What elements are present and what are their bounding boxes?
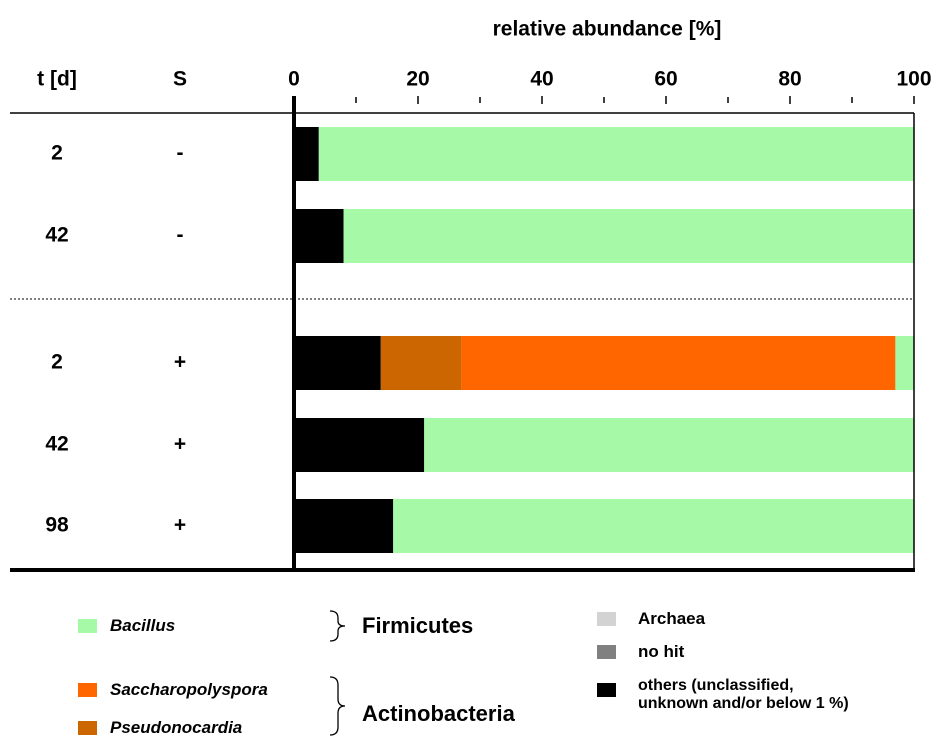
bar-segment — [380, 336, 462, 390]
legend-swatch — [78, 619, 97, 633]
legend-label: Pseudonocardia — [110, 718, 243, 737]
legend-group: Actinobacteria — [362, 701, 516, 726]
x-tick-label: 80 — [778, 68, 801, 91]
legend-swatch — [597, 683, 616, 697]
row-label: 98 — [45, 514, 69, 537]
chart-title: relative abundance [%] — [493, 18, 722, 41]
row-label: 2 — [51, 351, 63, 374]
legend-label: Archaea — [638, 609, 706, 628]
column-header: S — [173, 68, 187, 91]
bar-segment — [294, 499, 394, 553]
row-label: - — [177, 142, 184, 165]
column-header: t [d] — [37, 68, 77, 91]
bar-segment — [318, 127, 914, 181]
bar-segment — [895, 336, 914, 390]
row-label: + — [174, 514, 186, 537]
bar-segment — [294, 209, 344, 263]
legend-label: Bacillus — [110, 616, 176, 635]
legend-swatch — [597, 612, 616, 626]
brace — [329, 676, 346, 736]
row-label: + — [174, 351, 186, 374]
row-label: - — [177, 224, 184, 247]
x-tick-label: 0 — [288, 68, 300, 91]
bar-segment — [393, 499, 914, 553]
row-label: 2 — [51, 142, 63, 165]
legend-group: Firmicutes — [362, 613, 473, 638]
legend-label: others (unclassified, unknown and/or bel… — [638, 677, 849, 712]
bar-segment — [294, 336, 381, 390]
row-label: + — [174, 433, 186, 456]
x-tick-label: 20 — [406, 68, 429, 91]
legend-swatch — [597, 645, 616, 659]
legend-swatch — [78, 683, 97, 697]
bar-segment — [343, 209, 915, 263]
x-tick-label: 100 — [896, 68, 931, 91]
bar-segment — [294, 127, 319, 181]
row-label: 42 — [45, 433, 68, 456]
legend-swatch — [78, 721, 97, 735]
row-label: 42 — [45, 224, 68, 247]
bar-segment — [461, 336, 896, 390]
legend-label: no hit — [638, 642, 685, 661]
bar-segment — [424, 418, 914, 472]
x-tick-label: 60 — [654, 68, 677, 91]
bar-segment — [294, 418, 425, 472]
brace — [329, 610, 346, 642]
x-tick-label: 40 — [530, 68, 553, 91]
legend-label: Saccharopolyspora — [110, 680, 268, 699]
